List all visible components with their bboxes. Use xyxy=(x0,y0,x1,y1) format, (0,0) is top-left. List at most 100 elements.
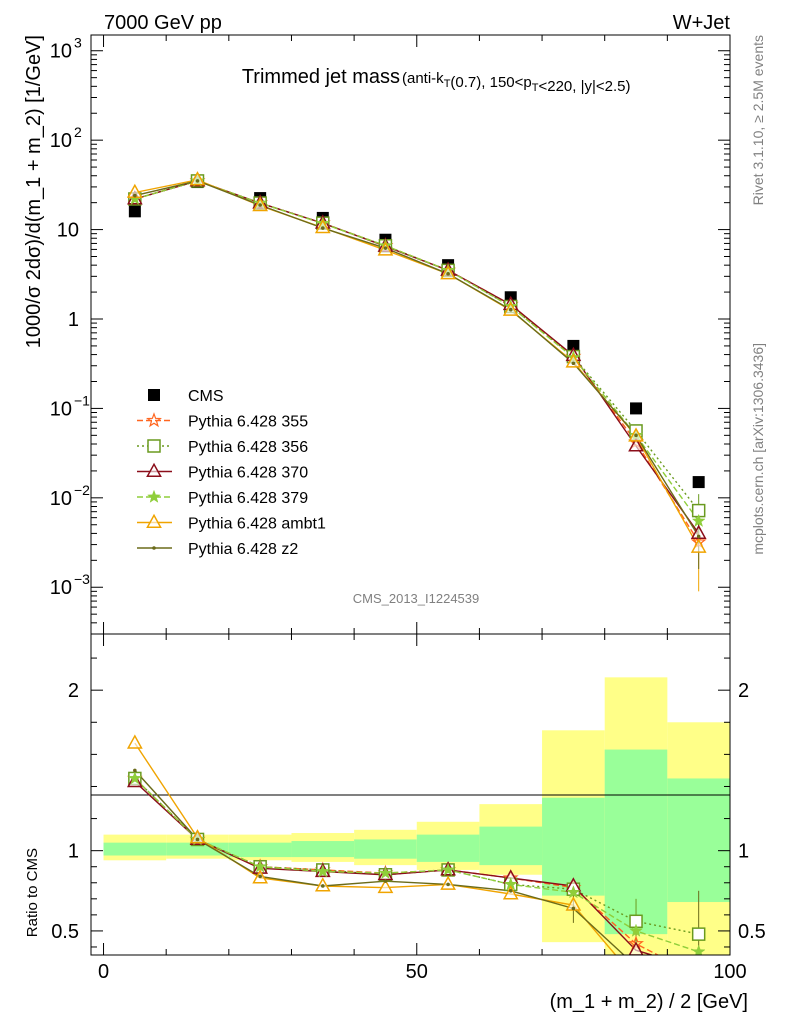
ratio-point-z2 xyxy=(446,882,450,887)
point-z2 xyxy=(634,433,638,438)
point-z2 xyxy=(258,203,262,207)
series-line-p355 xyxy=(134,180,700,543)
legend-marker-p379 xyxy=(146,489,162,503)
series-line-z2 xyxy=(134,180,700,537)
legend-label-p355: Pythia 6.428 355 xyxy=(188,414,308,431)
point-p370 xyxy=(628,437,644,452)
ratio-line-z2 xyxy=(134,769,625,955)
side-mcplots: mcplots.cern.ch [arXiv:1306.3436] xyxy=(750,343,766,555)
ratio-y-tick-label-right: 0.5 xyxy=(738,921,766,943)
ratio-y-tick-label: 0.5 xyxy=(51,921,79,943)
side-rivet: Rivet 3.1.10, ≥ 2.5M events xyxy=(750,35,766,205)
point-p379 xyxy=(691,513,706,528)
legend-label-ambt1: Pythia 6.428 ambt1 xyxy=(188,516,326,533)
point-z2 xyxy=(383,246,388,250)
point-z2 xyxy=(571,361,576,366)
legend-label-p379: Pythia 6.428 379 xyxy=(188,490,308,507)
ratio-point-p379 xyxy=(378,865,393,880)
y-tick-label-exponent: −1 xyxy=(74,392,90,408)
ratio-panel: 0 50 100 0.5 0.5 1 1 2 2 xyxy=(51,633,766,983)
legend-marker-p355 xyxy=(146,412,162,428)
ratio-point-p379 xyxy=(441,862,456,876)
chart-title: Trimmed jet mass xyxy=(242,66,400,88)
ratio-band-green xyxy=(291,841,355,858)
ratio-y-tick-label-right: 1 xyxy=(738,841,749,863)
main-frame xyxy=(90,34,731,635)
ratio-band-green xyxy=(354,839,417,859)
legend-label-p370: Pythia 6.428 370 xyxy=(188,465,308,482)
ratio-line-p379 xyxy=(134,777,699,953)
ratio-band-green xyxy=(667,778,730,903)
y-tick-label-exponent: 3 xyxy=(74,35,82,51)
ratio-band-green xyxy=(479,826,543,866)
ratio-point-p356 xyxy=(691,927,706,941)
ratio-point-z2 xyxy=(195,837,200,842)
ratio-point-z2 xyxy=(508,889,513,893)
ratio-point-z2 xyxy=(320,884,325,888)
analysis-id: CMS_2013_I1224539 xyxy=(353,591,480,606)
y-tick-label-exponent: 2 xyxy=(74,124,82,140)
y-tick-label: 1 xyxy=(68,309,79,331)
ratio-axes: 0 50 100 0.5 0.5 1 1 2 2 xyxy=(51,634,766,983)
y-tick-label: 10 xyxy=(50,577,72,599)
ratio-line-p370 xyxy=(134,781,655,955)
x-axis-label: (m_1 + m_2) / 2 [GeV] xyxy=(550,991,748,1013)
legend-marker-cms xyxy=(148,389,160,401)
header-left: 7000 GeV pp xyxy=(104,12,222,34)
point-cms xyxy=(630,402,643,415)
legend-label-cms: CMS xyxy=(188,388,224,405)
point-cms xyxy=(128,205,141,218)
ratio-band-green xyxy=(416,834,480,862)
header-right: W+Jet xyxy=(673,12,731,34)
y-tick-label: 10 xyxy=(50,130,72,152)
ratio-point-p379 xyxy=(127,771,142,785)
legend-marker-z2 xyxy=(152,546,156,550)
point-ambt1 xyxy=(565,353,582,368)
ratio-point-z2 xyxy=(133,768,137,773)
ratio-point-ambt1 xyxy=(502,885,519,900)
legend-marker-p356 xyxy=(147,439,161,453)
point-z2 xyxy=(446,272,450,276)
ratio-y-tick-label-right: 2 xyxy=(738,680,749,702)
point-z2 xyxy=(133,193,137,198)
point-z2 xyxy=(195,179,200,183)
y-tick-label: 10 xyxy=(50,41,72,63)
y-axis-label-bottom: Ratio to CMS xyxy=(24,848,41,937)
legend: CMS Pythia 6.428 355 Pythia 6.428 356 Pythi… xyxy=(137,388,326,558)
point-ambt1 xyxy=(189,171,206,186)
ratio-point-z2 xyxy=(258,874,262,879)
x-tick-label: 0 xyxy=(98,961,109,983)
y-tick-label: 10 xyxy=(50,488,72,510)
x-tick-label: 50 xyxy=(406,961,428,983)
series-line-p379 xyxy=(134,180,700,522)
ratio-frame xyxy=(90,633,731,956)
legend-label-p356: Pythia 6.428 356 xyxy=(188,439,308,456)
series-line-p356 xyxy=(134,180,700,512)
y-tick-label: 10 xyxy=(57,220,79,242)
point-ambt1 xyxy=(690,538,707,553)
ratio-point-ambt1 xyxy=(189,829,206,844)
legend-label-z2: Pythia 6.428 z2 xyxy=(188,541,298,558)
point-z2 xyxy=(696,534,701,539)
y-tick-label-exponent: −3 xyxy=(74,571,90,587)
ratio-point-p379 xyxy=(315,864,330,878)
main-marks xyxy=(126,171,707,592)
y-tick-label: 10 xyxy=(50,398,72,420)
chart-subtitle: (anti-kT(0.7), 150<pT<220, |y|<2.5) xyxy=(402,70,631,95)
point-cms xyxy=(692,476,705,489)
ratio-point-p379 xyxy=(629,923,643,937)
ratio-y-tick-label: 2 xyxy=(68,680,79,702)
point-z2 xyxy=(320,226,325,230)
ratio-band-green xyxy=(228,842,292,858)
legend-marker-ambt1 xyxy=(146,513,162,529)
ratio-point-p379 xyxy=(566,885,581,899)
x-tick-label: 100 xyxy=(713,961,746,983)
ratio-point-z2 xyxy=(571,906,576,911)
legend-marker-p370 xyxy=(146,462,162,478)
y-axis-label-top: 1000/σ 2dσ)/d(m_1 + m_2) [1/GeV] xyxy=(23,35,45,348)
point-cms xyxy=(567,339,580,352)
ratio-point-ambt1 xyxy=(377,878,394,894)
ratio-band-green xyxy=(103,842,167,856)
